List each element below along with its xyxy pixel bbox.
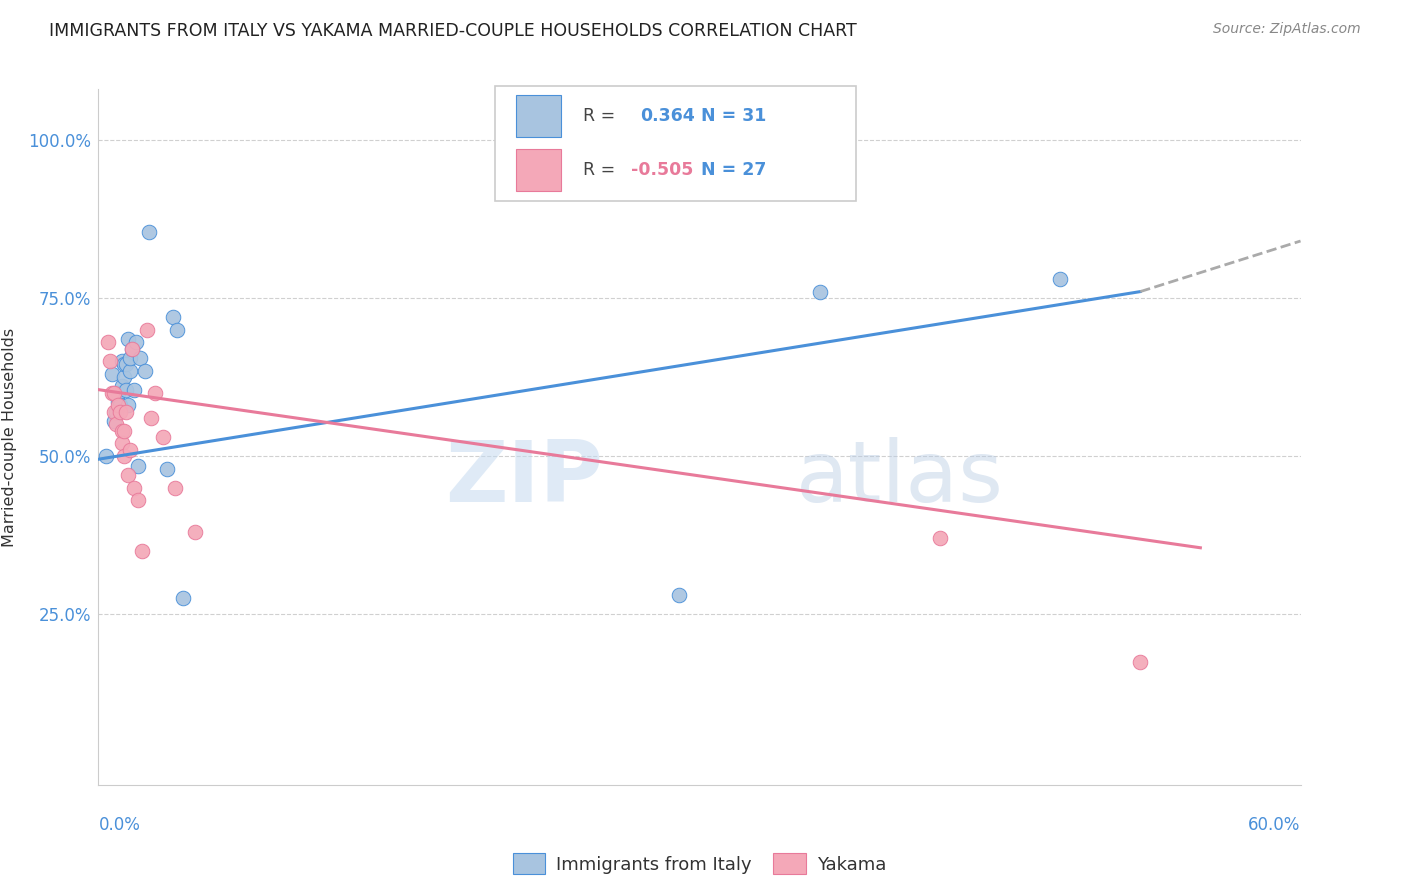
Point: [125, 335, 148, 350]
Point: [121, 342, 143, 356]
Point: [101, 385, 124, 400]
Text: 0.364: 0.364: [641, 107, 696, 125]
FancyBboxPatch shape: [495, 86, 856, 201]
Point: [152, 430, 174, 444]
Point: [120, 442, 142, 457]
Legend: Immigrants from Italy, Yakama: Immigrants from Italy, Yakama: [506, 847, 893, 881]
Point: [120, 351, 142, 365]
Point: [117, 399, 139, 413]
Point: [121, 342, 143, 356]
Point: [110, 399, 132, 413]
Point: [135, 322, 157, 336]
Text: R =: R =: [583, 107, 620, 125]
Point: [155, 461, 177, 475]
Point: [107, 385, 129, 400]
Point: [128, 458, 150, 473]
FancyBboxPatch shape: [516, 95, 561, 137]
Point: [115, 357, 138, 371]
Text: 0.0%: 0.0%: [98, 816, 141, 834]
Point: [103, 405, 125, 419]
Point: [124, 481, 146, 495]
Point: [114, 424, 136, 438]
Point: [139, 411, 162, 425]
Text: N = 31: N = 31: [700, 107, 766, 125]
Text: Source: ZipAtlas.com: Source: ZipAtlas.com: [1213, 22, 1361, 37]
Point: [129, 351, 152, 365]
Point: [115, 405, 138, 419]
Text: N = 27: N = 27: [700, 161, 766, 179]
Point: [103, 385, 125, 400]
Point: [103, 414, 125, 428]
Point: [105, 405, 128, 419]
Point: [1129, 655, 1152, 669]
Point: [97, 335, 120, 350]
Point: [111, 354, 134, 368]
Point: [131, 544, 153, 558]
Point: [115, 383, 138, 397]
Point: [172, 591, 194, 606]
Point: [107, 395, 129, 409]
FancyBboxPatch shape: [516, 149, 561, 191]
Point: [117, 468, 139, 483]
Point: [114, 357, 136, 371]
Text: R =: R =: [583, 161, 620, 179]
Point: [101, 367, 124, 381]
Point: [166, 322, 188, 336]
Point: [128, 493, 150, 508]
Text: -0.505: -0.505: [631, 161, 693, 179]
Point: [162, 310, 184, 324]
Point: [100, 354, 122, 368]
Point: [105, 417, 128, 432]
Point: [808, 285, 831, 299]
Point: [111, 436, 134, 450]
Point: [96, 449, 118, 463]
Text: ZIP: ZIP: [446, 437, 603, 520]
Point: [143, 385, 166, 400]
Point: [110, 405, 132, 419]
Text: atlas: atlas: [796, 437, 1004, 520]
Point: [111, 424, 134, 438]
Point: [111, 379, 134, 393]
Point: [163, 481, 186, 495]
Point: [117, 332, 139, 346]
Text: IMMIGRANTS FROM ITALY VS YAKAMA MARRIED-COUPLE HOUSEHOLDS CORRELATION CHART: IMMIGRANTS FROM ITALY VS YAKAMA MARRIED-…: [49, 22, 858, 40]
Point: [138, 225, 160, 239]
Point: [114, 449, 136, 463]
Point: [107, 399, 129, 413]
Point: [668, 588, 690, 602]
Text: 60.0%: 60.0%: [1249, 816, 1301, 834]
Point: [134, 364, 156, 378]
Point: [124, 383, 146, 397]
Y-axis label: Married-couple Households: Married-couple Households: [3, 327, 17, 547]
Point: [120, 364, 142, 378]
Point: [929, 531, 952, 545]
Point: [1049, 272, 1071, 286]
Point: [183, 524, 205, 539]
Point: [114, 370, 136, 384]
